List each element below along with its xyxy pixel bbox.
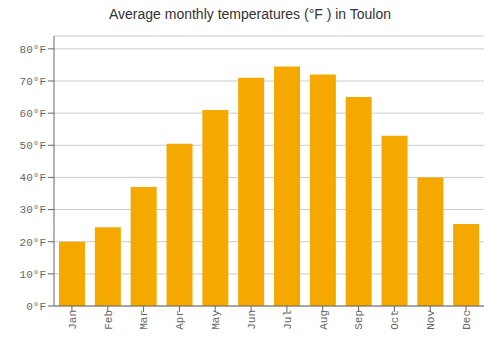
svg-text:80°F: 80°F xyxy=(20,44,46,56)
html-text:Average monthly temperatures (: Average monthly temperatures (°F ) in To… xyxy=(108,6,391,22)
svg-text:Oct: Oct xyxy=(389,310,401,330)
svg-text:0°F: 0°F xyxy=(26,301,46,313)
svg-text:20°F: 20°F xyxy=(20,237,46,249)
svg-text:Jul: Jul xyxy=(282,310,294,330)
svg-text:May: May xyxy=(210,310,222,330)
svg-text:Aug: Aug xyxy=(318,310,330,330)
svg-text:Jun: Jun xyxy=(246,310,258,330)
svg-text:Nov: Nov xyxy=(425,310,437,330)
svg-text:40°F: 40°F xyxy=(20,172,46,184)
svg-text:10°F: 10°F xyxy=(20,269,46,281)
svg-text:Jan: Jan xyxy=(67,310,79,330)
svg-text:Sep: Sep xyxy=(353,310,365,330)
svg-text:70°F: 70°F xyxy=(20,76,46,88)
svg-text:30°F: 30°F xyxy=(20,204,46,216)
svg-text:Dec: Dec xyxy=(461,310,473,330)
svg-text:Mar: Mar xyxy=(138,310,150,330)
svg-text:60°F: 60°F xyxy=(20,108,46,120)
svg-text:50°F: 50°F xyxy=(20,140,46,152)
svg-text:Feb: Feb xyxy=(103,310,115,330)
svg-text:Apr: Apr xyxy=(174,310,186,330)
